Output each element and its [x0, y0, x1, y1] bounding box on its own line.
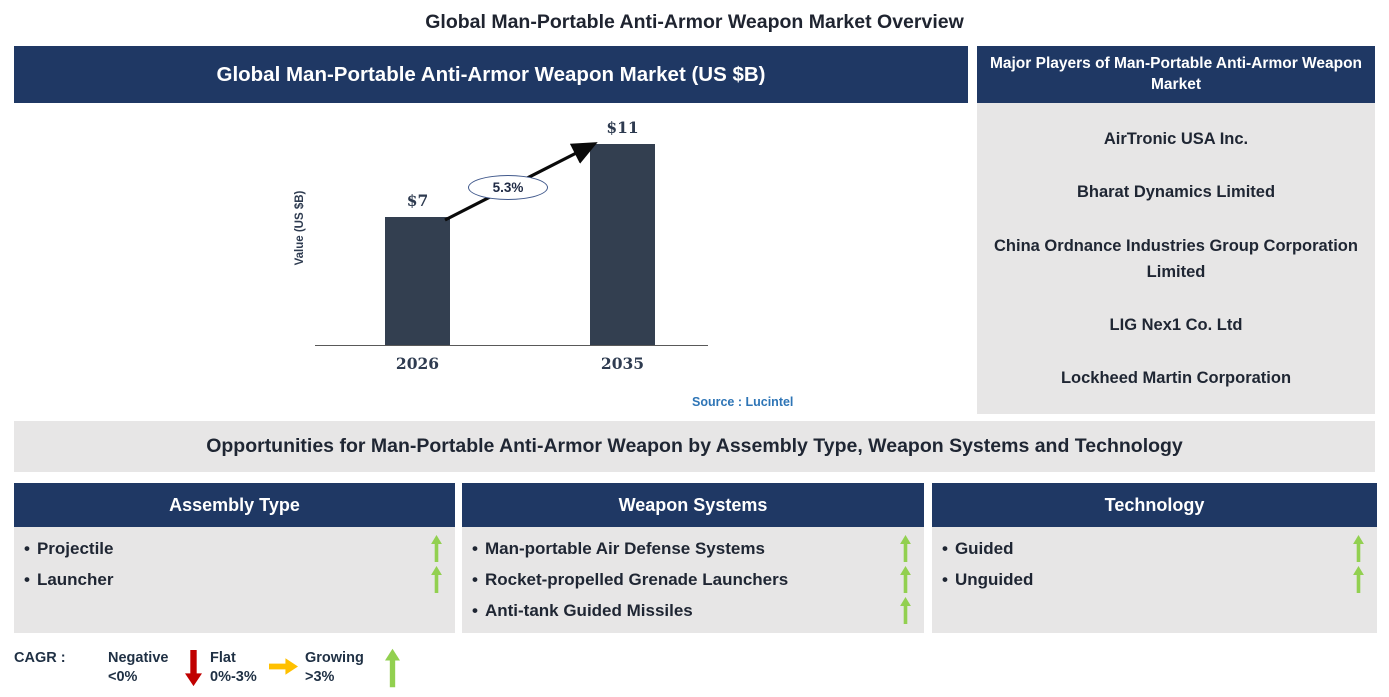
chart-panel-title: Global Man-Portable Anti-Armor Weapon Ma… — [14, 46, 968, 103]
list-item: • Guided — [942, 533, 1364, 564]
legend-entry-growing: Growing >3% — [305, 649, 364, 687]
bullet-icon: • — [24, 538, 30, 558]
bullet-icon: • — [472, 600, 478, 620]
legend-range: 0%-3% — [210, 669, 257, 685]
list-item: • Launcher — [24, 564, 442, 595]
column-body: • Projectile • Launcher — [14, 527, 455, 633]
cagr-legend: CAGR : Negative <0% Flat 0%-3% Growing >… — [14, 645, 454, 695]
up-arrow-icon — [900, 566, 911, 593]
up-arrow-icon — [900, 535, 911, 562]
x-axis-line — [315, 345, 708, 346]
item-label: Man-portable Air Defense Systems — [484, 538, 765, 558]
list-item: • Unguided — [942, 564, 1364, 595]
major-players-list: AirTronic USA Inc. Bharat Dynamics Limit… — [977, 103, 1375, 414]
item-label: Launcher — [36, 569, 114, 589]
column-header: Technology — [932, 483, 1377, 527]
bullet-icon: • — [24, 569, 30, 589]
legend-prefix: CAGR : — [14, 650, 66, 666]
right-arrow-icon — [269, 658, 298, 680]
column-header: Weapon Systems — [462, 483, 924, 527]
technology-column: Technology • Guided • Unguided — [932, 483, 1377, 633]
bar-value-label: $7 — [406, 191, 429, 210]
market-chart-panel: Global Man-Portable Anti-Armor Weapon Ma… — [14, 46, 968, 420]
up-arrow-icon — [431, 535, 442, 562]
legend-label: Flat — [210, 650, 236, 666]
legend-range: <0% — [108, 669, 138, 685]
x-tick-label: 2026 — [395, 354, 440, 373]
legend-entry-flat: Flat 0%-3% — [210, 649, 257, 687]
up-arrow-icon — [385, 648, 400, 693]
source-note: Source : Lucintel — [692, 395, 794, 409]
player-item: AirTronic USA Inc. — [1103, 130, 1249, 148]
bullet-icon: • — [942, 569, 948, 589]
list-item: • Anti-tank Guided Missiles — [472, 595, 911, 626]
player-item: LIG Nex1 Co. Ltd — [1109, 315, 1243, 334]
up-arrow-icon — [431, 566, 442, 593]
player-item: Lockheed Martin Corporation — [1060, 369, 1292, 388]
major-players-panel: Major Players of Man-Portable Anti-Armor… — [977, 46, 1375, 414]
player-item: Bharat Dynamics Limited — [1076, 183, 1276, 202]
opportunities-title: Opportunities for Man-Portable Anti-Armo… — [14, 421, 1375, 472]
bar-2035 — [590, 144, 655, 345]
bullet-icon: • — [472, 569, 478, 589]
item-label: Guided — [954, 538, 1014, 558]
cagr-annotation-oval: 5.3% — [468, 175, 548, 200]
assembly-type-column: Assembly Type • Projectile • Launcher — [14, 483, 455, 633]
list-item: • Projectile — [24, 533, 442, 564]
player-item: China Ordnance Industries Group Corporat… — [994, 236, 1358, 281]
bullet-icon: • — [472, 538, 478, 558]
list-item: • Man-portable Air Defense Systems — [472, 533, 911, 564]
x-tick-label: 2035 — [600, 354, 645, 373]
weapon-systems-column: Weapon Systems • Man-portable Air Defense… — [462, 483, 924, 633]
bar-chart: Value (US $B) $7 $11 5.3% 2026 2035 Sour… — [14, 103, 968, 420]
item-label: Anti-tank Guided Missiles — [484, 600, 693, 620]
legend-label: Growing — [305, 650, 364, 666]
down-arrow-icon — [185, 649, 202, 692]
legend-entry-negative: Negative <0% — [108, 649, 168, 687]
column-body: • Guided • Unguided — [932, 527, 1377, 633]
major-players-title: Major Players of Man-Portable Anti-Armor… — [977, 46, 1375, 103]
bar-value-label: $11 — [606, 118, 639, 137]
list-item: • Rocket-propelled Grenade Launchers — [472, 564, 911, 595]
up-arrow-icon — [900, 597, 911, 624]
bullet-icon: • — [942, 538, 948, 558]
legend-range: >3% — [305, 669, 335, 685]
legend-label: Negative — [108, 650, 169, 666]
item-label: Unguided — [954, 569, 1034, 589]
column-body: • Man-portable Air Defense Systems • Rocke… — [462, 527, 924, 633]
up-arrow-icon — [1353, 535, 1364, 562]
column-header: Assembly Type — [14, 483, 455, 527]
item-label: Projectile — [36, 538, 114, 558]
bar-2026 — [385, 217, 450, 345]
cagr-growth-arrow — [444, 142, 598, 222]
page-title: Global Man-Portable Anti-Armor Weapon Ma… — [425, 11, 964, 33]
up-arrow-icon — [1353, 566, 1364, 593]
item-label: Rocket-propelled Grenade Launchers — [484, 569, 789, 589]
